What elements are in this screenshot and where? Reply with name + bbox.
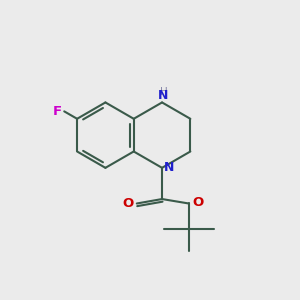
Text: F: F <box>53 105 62 118</box>
Text: N: N <box>158 88 169 102</box>
Text: O: O <box>192 196 204 208</box>
Text: O: O <box>122 197 133 210</box>
Text: H: H <box>160 87 167 97</box>
Text: N: N <box>164 161 174 174</box>
